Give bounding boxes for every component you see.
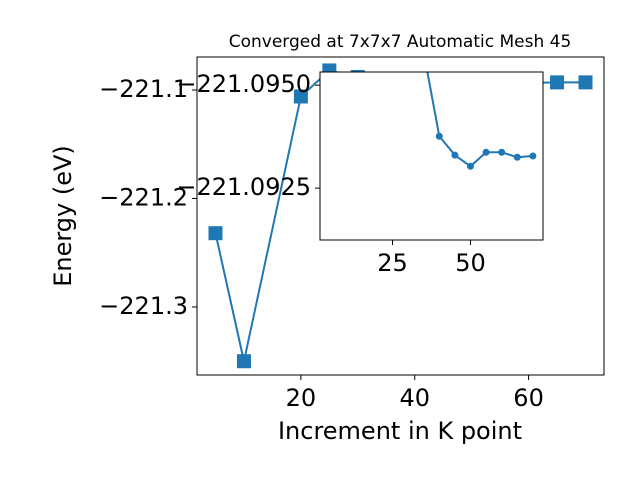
- marker: [578, 75, 593, 90]
- y-tick-label: −221.3: [99, 292, 188, 320]
- y-tick-label: −221.0925: [176, 173, 311, 201]
- x-tick-label: 25: [377, 249, 408, 277]
- marker: [550, 75, 565, 90]
- x-tick-label: 50: [455, 249, 486, 277]
- axes-frame: [319, 71, 544, 241]
- y-axis-label: Energy (eV): [49, 145, 77, 287]
- y-tick-label: −221.2: [99, 183, 188, 211]
- marker: [208, 226, 223, 241]
- y-tick-label: −221.0950: [176, 70, 311, 98]
- series-group: [426, 72, 537, 170]
- axes-frame: [196, 56, 605, 376]
- marker: [451, 151, 459, 159]
- marker: [293, 89, 308, 104]
- x-tick-label: 40: [399, 384, 430, 412]
- plot-area: [320, 72, 543, 240]
- marker: [435, 132, 443, 140]
- marker: [482, 148, 490, 156]
- chart-title: Converged at 7x7x7 Automatic Mesh 45: [229, 32, 572, 52]
- marker: [529, 152, 537, 160]
- x-axis-label: Increment in K point: [278, 417, 522, 445]
- marker: [236, 354, 251, 369]
- y-tick-label: −221.1: [99, 75, 188, 103]
- marker: [498, 148, 506, 156]
- x-tick-label: 60: [513, 384, 544, 412]
- marker: [466, 162, 474, 170]
- x-tick-label: 20: [286, 384, 317, 412]
- marker: [513, 153, 521, 161]
